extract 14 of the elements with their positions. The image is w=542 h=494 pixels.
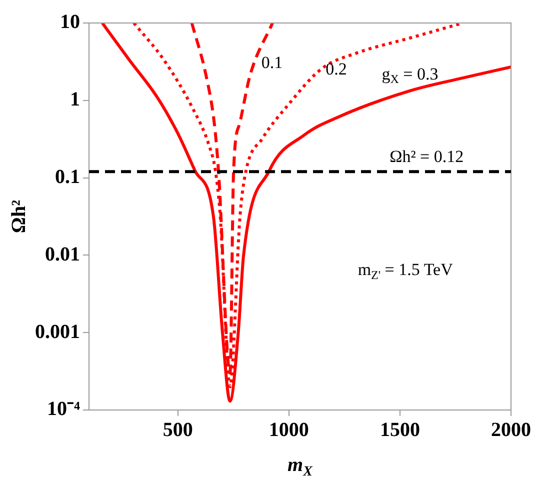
x-tick-label: 500	[162, 419, 193, 442]
y-tick-label: 10⁻⁴	[47, 398, 80, 420]
series-label: 0.1	[261, 52, 283, 72]
y-tick-label: 0.001	[35, 320, 80, 343]
series-label: 0.2	[326, 60, 347, 79]
y-tick-label: 0.01	[45, 243, 80, 266]
x-tick-label: 1000	[268, 419, 309, 442]
ref-line-label: Ωh² = 0.12	[390, 147, 464, 166]
x-tick-label: 1500	[380, 419, 420, 442]
y-axis-title: Ωh²	[8, 200, 30, 234]
y-tick-label: 0.1	[55, 166, 80, 188]
y-tick-label: 1	[70, 88, 80, 111]
y-tick-label: 10	[60, 11, 80, 34]
x-tick-label: 2000	[491, 419, 531, 442]
